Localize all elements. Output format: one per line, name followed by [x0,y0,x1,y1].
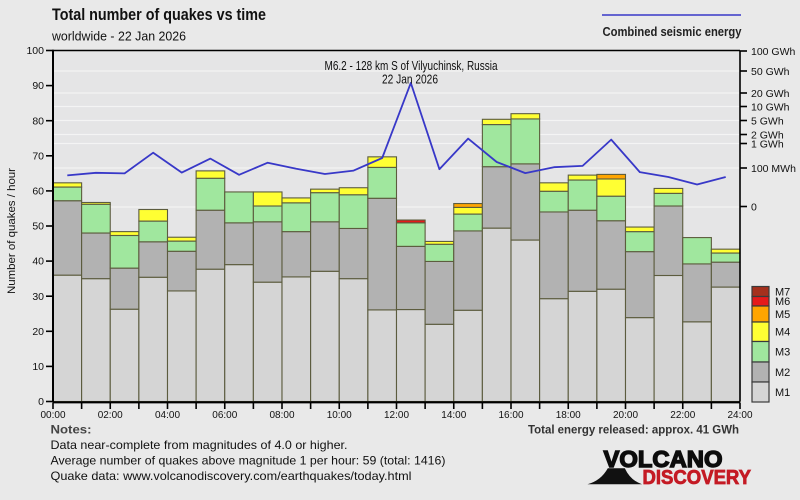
svg-text:2 GWh: 2 GWh [751,129,784,141]
svg-text:Average number of quakes above: Average number of quakes above magnitude… [51,454,446,468]
svg-text:Number of quakes / hour: Number of quakes / hour [6,168,18,294]
svg-text:Notes:: Notes: [51,423,92,437]
svg-text:M6.2 - 128 km S of Vilyuchinsk: M6.2 - 128 km S of Vilyuchinsk, Russia [325,59,498,73]
svg-text:1 GWh: 1 GWh [751,138,784,150]
svg-text:60: 60 [32,186,44,198]
svg-text:40: 40 [32,256,44,268]
svg-text:80: 80 [32,115,44,127]
svg-text:100: 100 [26,45,44,57]
svg-text:10: 10 [32,361,44,373]
svg-text:14:00: 14:00 [441,409,466,421]
svg-text:VOLCANO: VOLCANO [604,446,723,472]
svg-text:100 MWh: 100 MWh [751,163,796,175]
svg-text:50: 50 [32,221,44,233]
svg-text:02:00: 02:00 [98,409,123,421]
svg-text:20: 20 [32,326,44,338]
svg-text:Quake data: www.volcanodiscove: Quake data: www.volcanodiscovery.com/ear… [51,469,412,483]
svg-text:0: 0 [751,201,757,213]
svg-text:Total number of quakes vs time: Total number of quakes vs time [52,5,266,24]
svg-text:M2: M2 [775,367,790,379]
svg-text:Total energy released: approx.: Total energy released: approx. 41 GWh [528,423,739,437]
svg-text:90: 90 [32,80,44,92]
svg-text:5 GWh: 5 GWh [751,115,784,127]
svg-text:22 Jan 2026: 22 Jan 2026 [382,72,438,86]
svg-text:M7: M7 [775,286,790,298]
svg-text:24:00: 24:00 [728,409,753,421]
svg-text:DISCOVERY: DISCOVERY [643,467,752,489]
svg-text:100 GWh: 100 GWh [751,46,796,58]
svg-text:M3: M3 [775,347,790,359]
svg-text:12:00: 12:00 [384,409,409,421]
svg-text:Data near-complete from magnit: Data near-complete from magnitudes of 4.… [51,438,348,452]
svg-text:30: 30 [32,291,44,303]
svg-text:M4: M4 [775,327,790,339]
svg-text:00:00: 00:00 [41,409,66,421]
svg-text:20 GWh: 20 GWh [751,88,790,100]
svg-text:10 GWh: 10 GWh [751,101,790,113]
svg-text:0: 0 [38,396,44,408]
svg-text:04:00: 04:00 [155,409,180,421]
svg-text:06:00: 06:00 [212,409,237,421]
svg-text:50 GWh: 50 GWh [751,66,790,78]
svg-text:08:00: 08:00 [270,409,295,421]
svg-text:M1: M1 [775,387,790,399]
svg-text:16:00: 16:00 [499,409,524,421]
svg-text:18:00: 18:00 [556,409,581,421]
svg-text:Combined seismic energy: Combined seismic energy [603,25,742,39]
svg-text:M6: M6 [775,296,790,308]
svg-text:M5: M5 [775,309,790,321]
svg-text:22:00: 22:00 [670,409,695,421]
svg-text:70: 70 [32,150,44,162]
svg-text:worldwide - 22 Jan 2026: worldwide - 22 Jan 2026 [51,29,186,44]
svg-text:10:00: 10:00 [327,409,352,421]
svg-text:20:00: 20:00 [613,409,638,421]
